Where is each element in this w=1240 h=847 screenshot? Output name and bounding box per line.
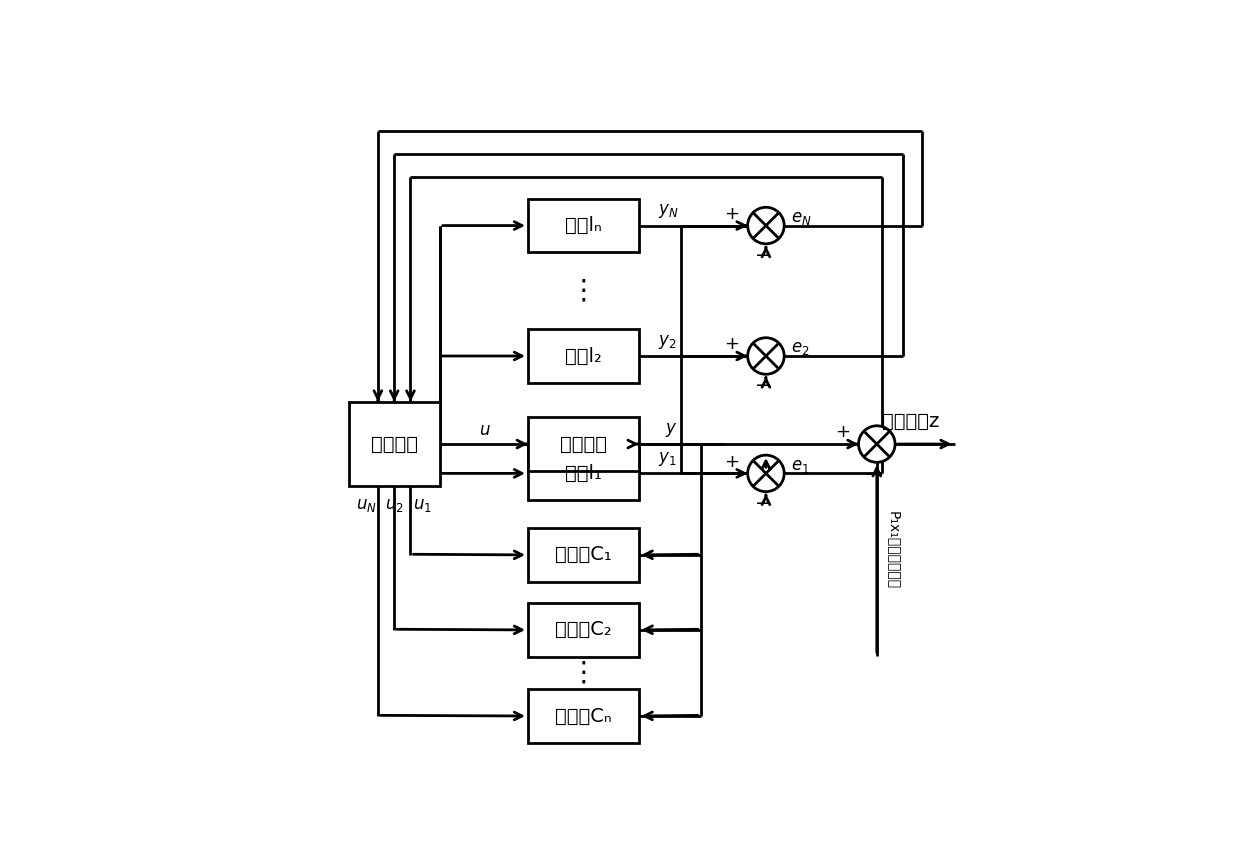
Text: $u_1$: $u_1$ <box>413 495 432 513</box>
Text: +: + <box>724 452 739 471</box>
Text: +: + <box>835 424 849 441</box>
Text: $e_2$: $e_2$ <box>791 339 810 357</box>
Text: 模型lₙ: 模型lₙ <box>565 216 601 235</box>
Text: 切换策略: 切换策略 <box>371 435 418 453</box>
Bar <box>528 603 639 656</box>
Text: $e_1$: $e_1$ <box>791 457 810 474</box>
Text: $y_1$: $y_1$ <box>658 450 677 468</box>
Text: +: + <box>724 205 739 223</box>
Bar <box>528 446 639 500</box>
Text: ⋮: ⋮ <box>569 277 598 305</box>
Text: $y$: $y$ <box>665 421 677 439</box>
Text: 被控对象: 被控对象 <box>559 435 606 453</box>
Text: −: − <box>754 246 771 265</box>
Text: 跨踪误差z: 跨踪误差z <box>882 412 940 431</box>
Circle shape <box>748 455 784 491</box>
Text: −: − <box>754 377 771 396</box>
Text: 控制器C₂: 控制器C₂ <box>556 620 611 639</box>
Text: −: − <box>754 494 771 513</box>
Text: P₁x₁命令跨踪误差: P₁x₁命令跨踪误差 <box>887 511 900 589</box>
Text: $u_N$: $u_N$ <box>356 495 377 513</box>
Bar <box>528 199 639 252</box>
Text: 控制器Cₙ: 控制器Cₙ <box>556 706 611 726</box>
Text: +: + <box>724 335 739 353</box>
Circle shape <box>748 338 784 374</box>
Text: $y_2$: $y_2$ <box>658 333 677 351</box>
Text: −: − <box>866 464 882 484</box>
Text: $u_2$: $u_2$ <box>384 495 403 513</box>
Text: u: u <box>479 421 489 439</box>
Text: $y_N$: $y_N$ <box>658 202 680 220</box>
Bar <box>528 329 639 383</box>
Bar <box>528 689 639 743</box>
Bar <box>348 401 440 486</box>
Text: ⋮: ⋮ <box>569 659 598 687</box>
Bar <box>528 529 639 582</box>
Bar <box>528 418 639 471</box>
Circle shape <box>748 208 784 244</box>
Text: $e_N$: $e_N$ <box>791 208 811 227</box>
Text: 模型l₁: 模型l₁ <box>565 464 601 483</box>
Text: 模型l₂: 模型l₂ <box>565 346 601 366</box>
Text: 控制器C₁: 控制器C₁ <box>556 545 611 564</box>
Circle shape <box>858 426 895 462</box>
